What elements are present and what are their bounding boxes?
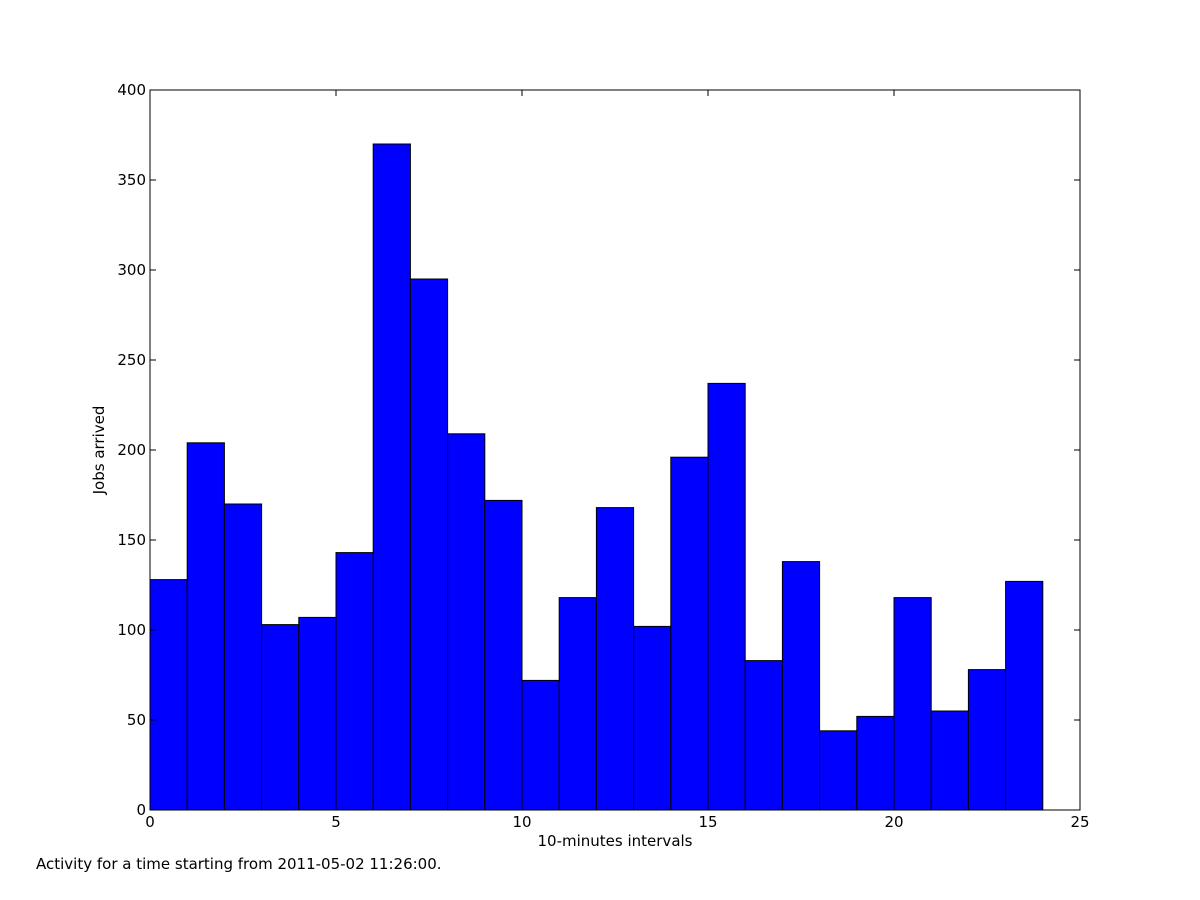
histogram-bar bbox=[670, 456, 709, 811]
y-tick-label: 200 bbox=[117, 441, 146, 459]
histogram-bar bbox=[372, 143, 411, 811]
histogram-bar bbox=[856, 715, 895, 811]
plot-frame bbox=[149, 89, 1081, 811]
bars-group bbox=[149, 143, 1044, 811]
x-tick-label: 0 bbox=[145, 813, 155, 831]
histogram-bar bbox=[484, 499, 523, 811]
x-axis-label: 10-minutes intervals bbox=[538, 832, 693, 850]
histogram-bar bbox=[1005, 580, 1044, 811]
y-tick-label: 0 bbox=[136, 801, 146, 819]
histogram-bar bbox=[335, 552, 374, 811]
histogram-bar bbox=[223, 503, 263, 811]
histogram-bar bbox=[893, 597, 932, 811]
y-tick-label: 50 bbox=[127, 711, 146, 729]
histogram-bar bbox=[707, 382, 746, 811]
chart-caption: Activity for a time starting from 2011-0… bbox=[36, 855, 442, 873]
y-tick-label: 250 bbox=[117, 351, 146, 369]
histogram-bar bbox=[261, 624, 300, 811]
histogram-bar bbox=[186, 442, 225, 811]
histogram-bar bbox=[521, 679, 560, 811]
histogram-bar bbox=[967, 669, 1007, 811]
histogram-bar bbox=[558, 597, 597, 811]
histogram-bar bbox=[819, 730, 858, 811]
histogram-bar bbox=[930, 710, 969, 811]
y-tick-label: 300 bbox=[117, 261, 146, 279]
x-tick-label: 20 bbox=[884, 813, 903, 831]
x-tick-label: 5 bbox=[331, 813, 341, 831]
y-axis-label: Jobs arrived bbox=[90, 406, 108, 496]
histogram-bar bbox=[781, 561, 821, 811]
x-tick-label: 25 bbox=[1070, 813, 1089, 831]
x-tick-label: 10 bbox=[512, 813, 531, 831]
histogram-bar bbox=[447, 433, 486, 811]
histogram-bar bbox=[298, 616, 337, 811]
y-tick-label: 400 bbox=[117, 81, 146, 99]
y-tick-label: 100 bbox=[117, 621, 146, 639]
histogram-bar bbox=[149, 579, 188, 811]
x-tick-label: 15 bbox=[698, 813, 717, 831]
histogram-bar bbox=[633, 625, 672, 811]
histogram-bar bbox=[595, 507, 635, 811]
y-tick-label: 150 bbox=[117, 531, 146, 549]
y-tick-label: 350 bbox=[117, 171, 146, 189]
histogram-bar bbox=[409, 278, 449, 811]
histogram-bar bbox=[744, 660, 783, 811]
